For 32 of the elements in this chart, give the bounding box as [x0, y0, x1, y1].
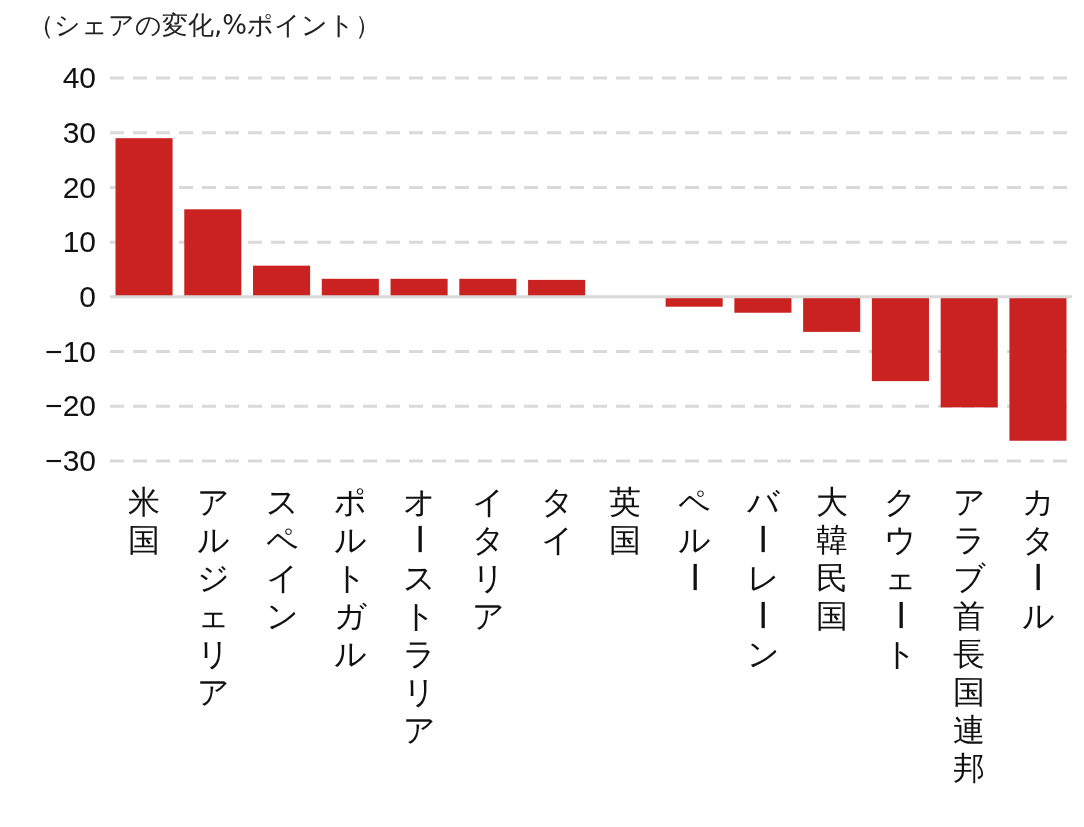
x-tick-label: ポルトガル — [334, 484, 368, 672]
y-tick-label: 10 — [62, 225, 96, 259]
bar — [803, 296, 861, 332]
x-tick-label: カタール — [1019, 484, 1056, 634]
x-tick-label: 英国 — [609, 484, 642, 558]
bar — [871, 296, 929, 382]
x-tick-label: イタリア — [471, 484, 505, 634]
bar — [665, 296, 723, 307]
y-tick-label: −30 — [45, 444, 96, 478]
x-tick-label: 米国 — [128, 484, 161, 558]
x-tick-label: オーストラリア — [400, 484, 437, 748]
x-tick-label: クウェート — [881, 484, 918, 672]
y-tick-label: 20 — [62, 170, 96, 204]
y-tick-label: 30 — [62, 115, 96, 149]
x-tick-label: スペイン — [265, 484, 299, 634]
x-tick-label: 大韓民国 — [815, 484, 848, 634]
bar — [734, 296, 792, 313]
y-tick-label: 0 — [79, 279, 96, 313]
x-tick-label: バーレーン — [744, 484, 781, 672]
bar — [184, 209, 242, 297]
chart-title: （シェアの変化,%ポイント） — [28, 10, 381, 40]
bar — [1009, 296, 1067, 441]
bar — [115, 138, 173, 297]
y-tick-label: 40 — [62, 61, 96, 95]
bar — [253, 265, 311, 297]
x-tick-label: アルジェリア — [196, 484, 230, 710]
bar — [940, 296, 998, 408]
x-tick-label: タイ — [540, 484, 574, 558]
x-tick-label: ペルー — [675, 484, 712, 593]
y-tick-label: −10 — [45, 334, 96, 368]
x-tick-label: アラブ首長国連邦 — [953, 484, 987, 786]
y-tick-label: −20 — [45, 389, 96, 423]
